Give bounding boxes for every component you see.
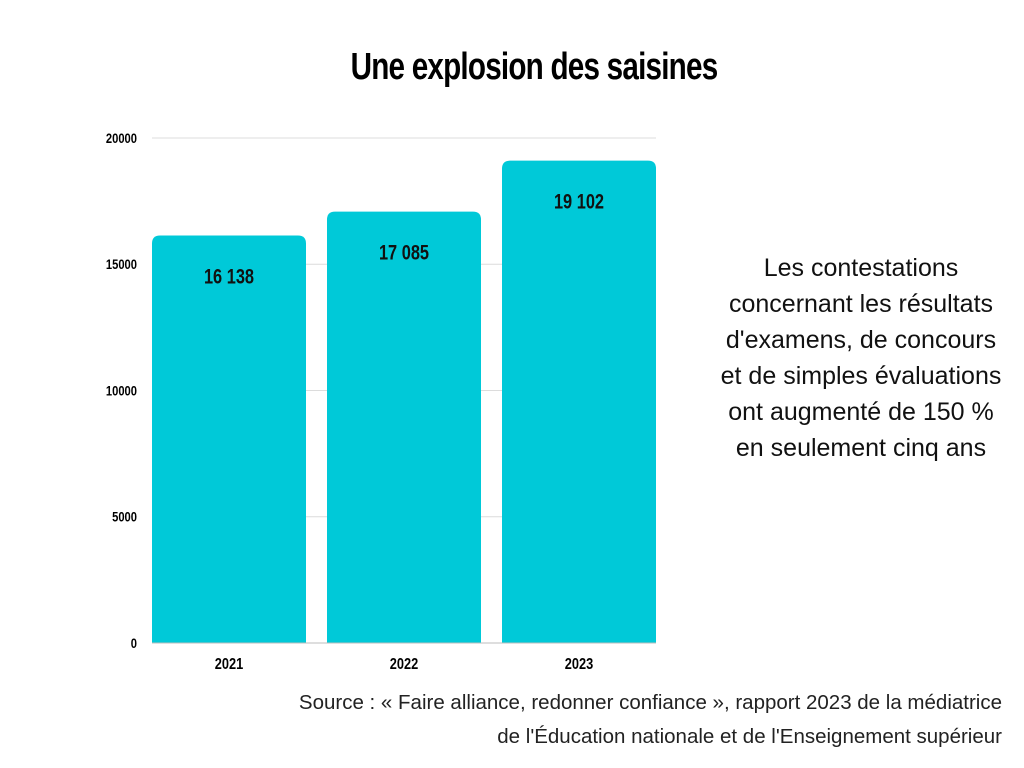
bar-value-label: 16 138 xyxy=(204,265,254,288)
y-tick-label: 10000 xyxy=(106,383,137,398)
chart-title: Une explosion des saisines xyxy=(350,46,719,88)
axes: 0 5000 10000 15000 20000 2021 2022 2023 xyxy=(106,131,656,674)
bar-2023 xyxy=(502,160,656,643)
bar-value-label: 17 085 xyxy=(379,241,429,264)
side-note: Les contestations concernant les résulta… xyxy=(720,254,1002,462)
bar-2021 xyxy=(152,235,306,643)
source-note: Source : « Faire alliance, redonner conf… xyxy=(298,691,1002,748)
y-tick-label: 5000 xyxy=(112,510,137,525)
bar-value-label: 19 102 xyxy=(554,190,604,213)
y-tick-label: 0 xyxy=(131,636,137,651)
bars: 16 138 17 085 19 102 xyxy=(152,160,656,643)
y-tick-label: 15000 xyxy=(106,257,137,272)
bar-2022 xyxy=(327,211,481,643)
y-tick-label: 20000 xyxy=(106,131,137,146)
x-tick-label: 2021 xyxy=(215,656,243,674)
x-tick-label: 2022 xyxy=(390,656,418,674)
x-tick-label: 2023 xyxy=(565,656,593,674)
